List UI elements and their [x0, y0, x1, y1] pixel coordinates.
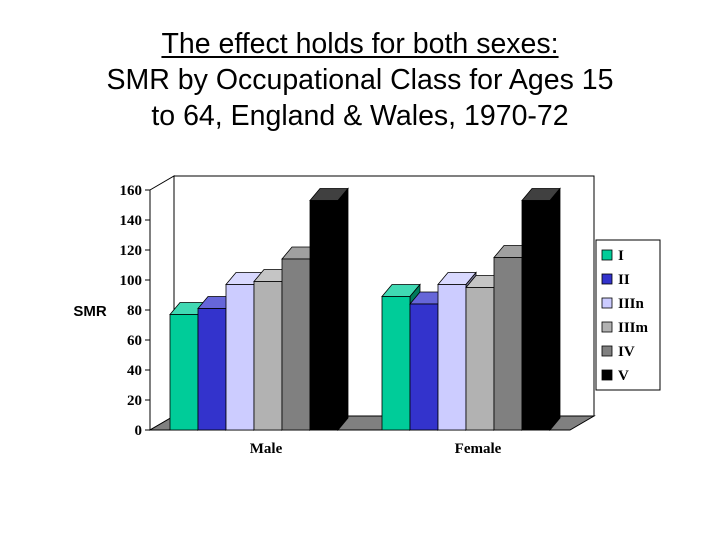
title-line-1: The effect holds for both sexes: [161, 28, 559, 60]
legend-swatch [601, 297, 613, 309]
title-line-3: to 64, England & Wales, 1970-72 [151, 100, 569, 132]
bar [493, 257, 523, 431]
bar [169, 314, 199, 431]
y-tick-label: 140 [120, 213, 143, 229]
bar [281, 258, 311, 431]
chart-title: The effect holds for both sexes: SMR by … [0, 26, 720, 134]
legend-swatch [601, 249, 613, 261]
x-tick-label: Male [250, 441, 283, 457]
bar [225, 284, 255, 431]
bar [197, 308, 227, 431]
bar [309, 200, 339, 431]
y-tick-label: 0 [135, 423, 143, 439]
bar [437, 284, 467, 431]
legend-swatch [601, 369, 613, 381]
legend-box [595, 239, 661, 391]
y-tick-label: 160 [120, 183, 143, 199]
bar [409, 303, 439, 431]
y-tick-label: 100 [120, 273, 143, 289]
bar [381, 296, 411, 431]
y-tick-label: 80 [127, 303, 142, 319]
legend-swatch [601, 321, 613, 333]
y-axis-label: SMR [73, 303, 107, 320]
y-tick-label: 120 [120, 243, 143, 259]
bar [521, 200, 551, 431]
y-tick-label: 40 [127, 363, 142, 379]
bar-side [549, 187, 561, 432]
legend-label: I [618, 248, 624, 264]
y-tick-label: 20 [127, 393, 142, 409]
legend-label: V [618, 368, 629, 384]
legend-label: IV [618, 344, 635, 360]
legend-swatch [601, 273, 613, 285]
legend-swatch [601, 345, 613, 357]
x-tick-label: Female [455, 441, 502, 457]
bar [253, 281, 283, 431]
y-tick-label: 60 [127, 333, 142, 349]
legend-label: IIIn [618, 296, 645, 312]
legend-label: II [618, 272, 630, 288]
legend-label: IIIm [618, 320, 649, 336]
title-line-2: SMR by Occupational Class for Ages 15 [106, 64, 614, 96]
bar-side [337, 187, 349, 432]
bar [465, 287, 495, 431]
